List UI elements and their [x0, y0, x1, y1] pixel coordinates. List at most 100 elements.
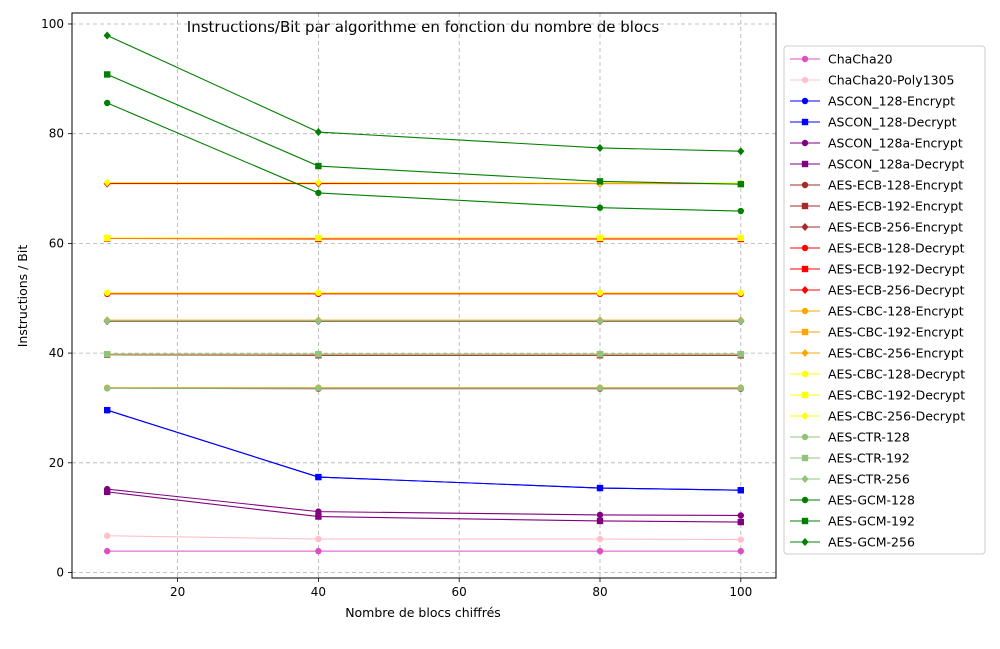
data-point	[596, 178, 604, 185]
data-point	[737, 207, 744, 215]
legend-item: AES-CTR-256	[790, 472, 910, 487]
data-point	[315, 189, 322, 197]
data-point	[596, 535, 604, 543]
legend-item: ASCON_128-Encrypt	[790, 94, 955, 109]
x-tick-label: 80	[592, 585, 607, 599]
legend-item: AES-ECB-128-Encrypt	[790, 178, 963, 193]
legend-frame	[783, 45, 986, 555]
legend-item: ChaCha20-Poly1305	[790, 73, 954, 88]
y-tick-label: 0	[56, 566, 64, 580]
data-point	[104, 289, 111, 296]
series-group	[104, 234, 744, 242]
legend-label: AES-ECB-128-Decrypt	[828, 241, 965, 256]
y-tick-label: 60	[49, 236, 64, 250]
data-point	[103, 178, 111, 187]
legend-label: AES-CTR-256	[828, 472, 910, 487]
data-point	[315, 513, 322, 520]
legend-label: AES-CBC-128-Encrypt	[828, 304, 964, 319]
series-line	[106, 102, 741, 212]
legend-item: AES-ECB-192-Encrypt	[790, 199, 963, 214]
series-group	[103, 316, 745, 325]
legend-marker	[801, 202, 809, 210]
data-point	[596, 517, 604, 525]
x-tick-label: 60	[452, 585, 467, 599]
data-point	[737, 487, 744, 494]
series-layer	[103, 31, 745, 555]
series-group	[104, 385, 744, 392]
y-axis-label: Instructions / Bit	[15, 245, 30, 348]
grid	[72, 13, 776, 578]
legend-label: AES-GCM-128	[828, 493, 915, 508]
y-tick-label: 100	[41, 17, 64, 31]
data-point	[314, 316, 322, 325]
legend-item: AES-CTR-128	[790, 430, 910, 445]
legend-marker	[801, 118, 809, 126]
series-line	[107, 535, 741, 541]
data-point	[737, 547, 744, 555]
data-point	[314, 128, 322, 137]
data-point	[596, 289, 604, 296]
series-group	[104, 488, 744, 526]
series-line	[106, 34, 741, 152]
series-group	[104, 71, 744, 188]
data-point	[596, 316, 604, 325]
data-point	[315, 289, 322, 296]
data-point	[104, 350, 111, 358]
series-group	[104, 350, 744, 358]
legend-marker	[801, 433, 809, 441]
legend-item: AES-CBC-192-Encrypt	[790, 325, 964, 340]
series-group	[104, 99, 744, 215]
legend-label: AES-ECB-192-Encrypt	[828, 199, 963, 214]
legend-label: AES-CBC-192-Decrypt	[828, 388, 965, 403]
y-tick-label: 20	[49, 456, 64, 470]
legend-label: AES-CTR-128	[828, 430, 910, 445]
data-point	[737, 512, 744, 519]
series-group	[104, 290, 744, 298]
legend-label: AES-CBC-256-Decrypt	[828, 409, 965, 424]
data-point	[104, 71, 111, 78]
legend-marker	[801, 538, 809, 546]
legend: ChaCha20 ChaCha20-Poly1305 ASCON_128-Encry…	[783, 45, 986, 555]
data-point	[737, 147, 745, 156]
series-group	[104, 485, 744, 519]
data-point	[315, 162, 322, 170]
data-point	[315, 508, 322, 515]
series-group	[104, 406, 744, 494]
legend-item: AES-ECB-192-Decrypt	[790, 262, 965, 277]
data-point	[104, 532, 111, 539]
series-line	[107, 354, 741, 356]
series-group	[103, 31, 745, 156]
data-point	[737, 350, 744, 358]
legend-item: AES-ECB-256-Decrypt	[790, 283, 965, 298]
legend-label: ASCON_128a-Decrypt	[828, 157, 964, 172]
legend-marker	[801, 391, 809, 399]
legend-item: AES-CBC-256-Decrypt	[790, 409, 965, 424]
data-point	[737, 536, 744, 543]
data-point	[103, 316, 111, 325]
data-point	[315, 535, 322, 543]
legend-label: ASCON_128-Encrypt	[828, 94, 955, 109]
legend-item: ASCON_128-Decrypt	[790, 115, 957, 130]
data-point	[596, 350, 604, 358]
legend-marker	[801, 139, 809, 147]
legend-label: ChaCha20	[828, 52, 893, 67]
legend-label: AES-GCM-256	[828, 535, 915, 550]
legend-label: AES-ECB-256-Encrypt	[828, 220, 963, 235]
series-group	[104, 406, 744, 494]
x-tick-label: 20	[170, 585, 185, 599]
legend-marker	[801, 307, 809, 315]
data-point	[104, 234, 111, 242]
data-point	[596, 511, 604, 519]
legend-marker	[801, 454, 809, 462]
legend-label: AES-CBC-256-Encrypt	[828, 346, 964, 361]
legend-item: AES-ECB-128-Decrypt	[790, 241, 965, 256]
data-point	[315, 473, 322, 481]
y-tick-label: 40	[49, 346, 64, 360]
legend-item: ASCON_128a-Decrypt	[790, 157, 964, 172]
series-line	[107, 488, 741, 517]
series-line	[107, 237, 741, 240]
data-point	[315, 385, 322, 392]
data-point	[596, 143, 604, 152]
series-group	[104, 351, 744, 359]
